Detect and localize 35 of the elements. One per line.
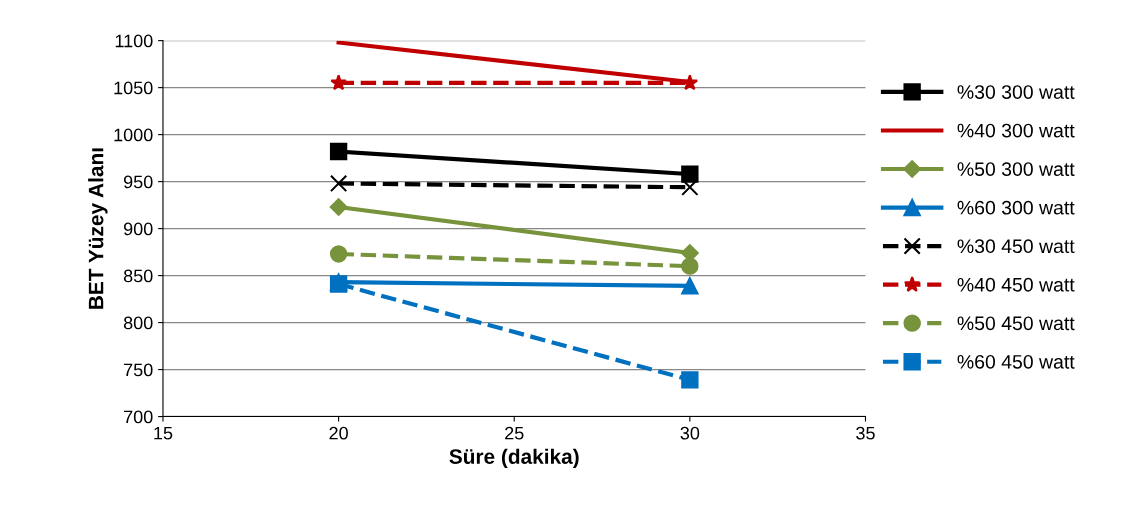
point — [681, 178, 699, 196]
y-tick-label: 1050 — [114, 81, 153, 95]
legend-label: %60 450 watt — [957, 354, 1075, 369]
y-tick-label: 750 — [124, 363, 153, 377]
y-tick-label: 700 — [124, 410, 153, 424]
x-tick-label: 25 — [505, 426, 524, 440]
legend-label: %40 450 watt — [957, 277, 1075, 292]
x-tick-label: 20 — [329, 426, 348, 440]
point — [681, 74, 699, 91]
point — [681, 165, 699, 183]
y-tick-label: 900 — [123, 222, 153, 236]
x-tick-label: 30 — [680, 426, 700, 440]
point — [329, 245, 348, 263]
point — [681, 371, 699, 389]
x-tick-label: 15 — [154, 426, 173, 440]
legend-label: %50 450 watt — [957, 316, 1075, 331]
y-tick-label: 850 — [123, 269, 153, 283]
legend-label: %30 300 watt — [957, 85, 1075, 99]
x-tick-label: 35 — [856, 426, 875, 440]
point — [329, 142, 348, 161]
point — [681, 277, 699, 295]
legend-label: %30 450 watt — [957, 239, 1075, 254]
y-tick-label: 950 — [123, 175, 153, 189]
y-tick-label: 1100 — [115, 34, 153, 48]
point — [329, 174, 348, 193]
point — [329, 198, 348, 216]
legend-label: %50 300 watt — [957, 162, 1075, 177]
y-tick-label: 1000 — [114, 128, 153, 142]
point — [330, 74, 347, 91]
y-axis-title: BET Yüzey Alanı — [88, 148, 108, 309]
point — [681, 257, 699, 275]
legend-label: %40 300 watt — [957, 123, 1075, 138]
legend-label: %60 300 watt — [957, 200, 1075, 215]
x-axis-title: Süre (dakika) — [449, 448, 579, 469]
y-tick-label: 800 — [123, 316, 153, 330]
